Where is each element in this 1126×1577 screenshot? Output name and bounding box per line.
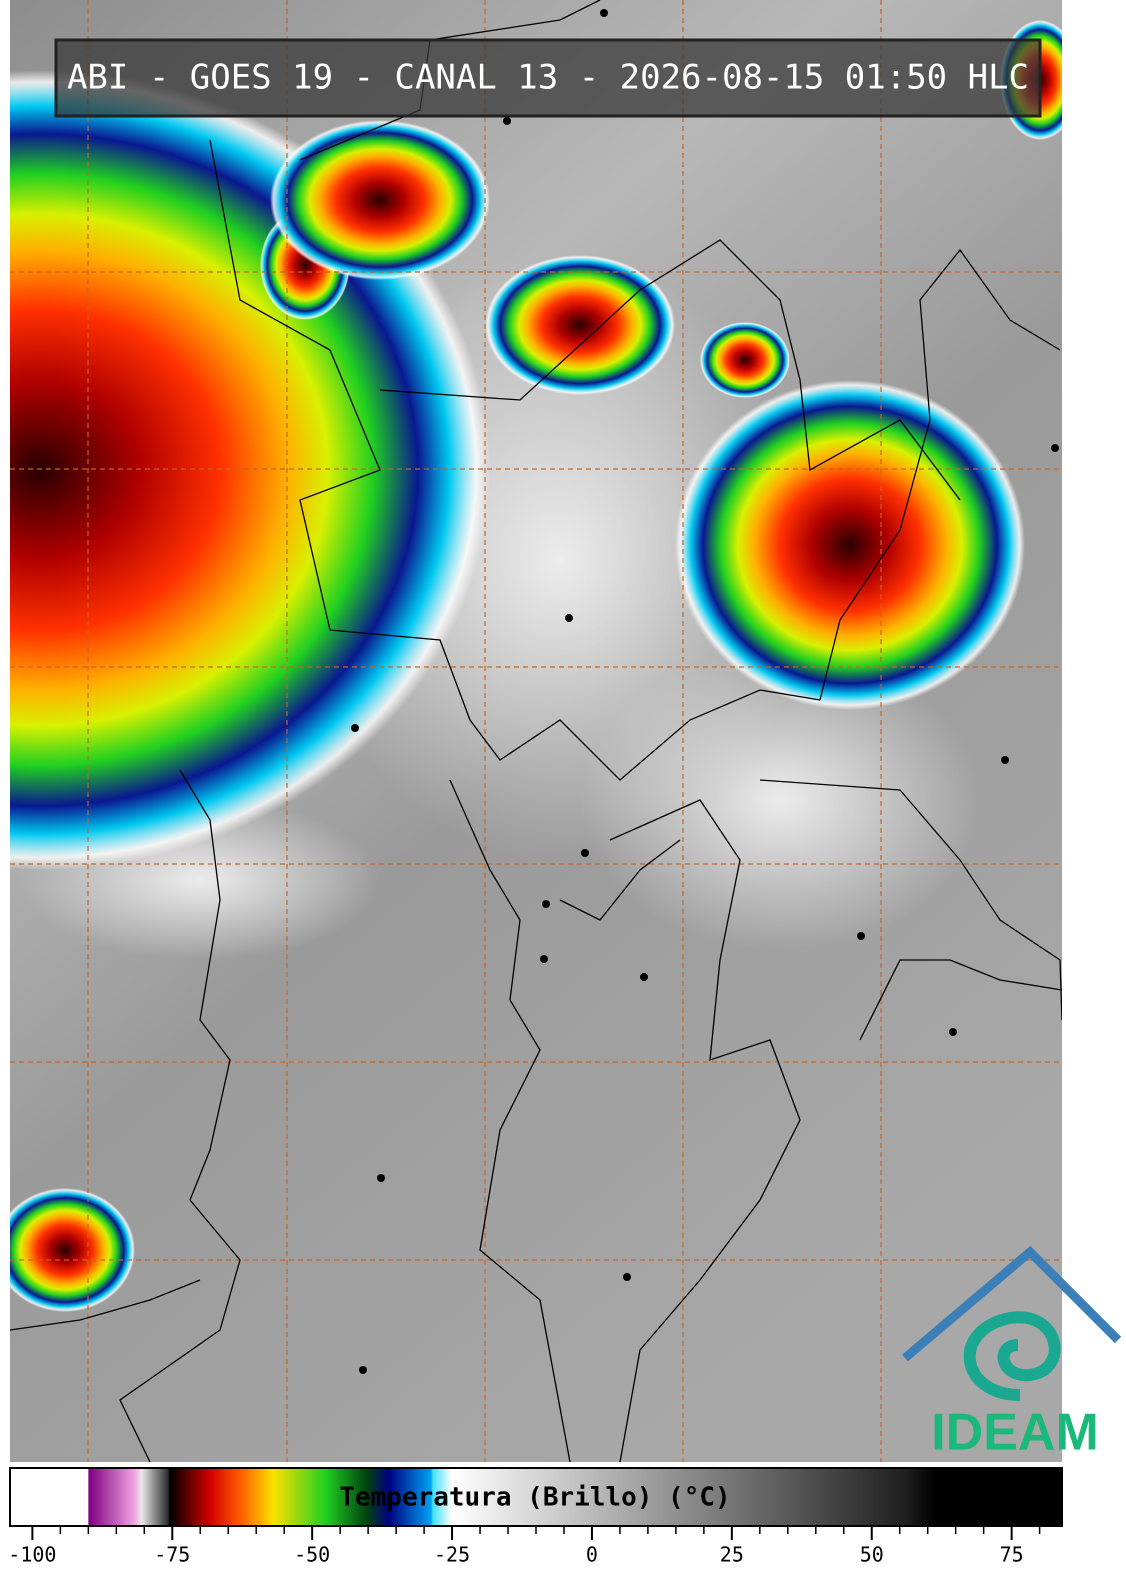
cloud-top	[10, 1188, 135, 1312]
title-box	[54, 38, 1042, 118]
city-marker	[600, 9, 608, 17]
boundary	[449, 779, 571, 1462]
colorbar-tick-label: 75	[1000, 1543, 1024, 1567]
city-marker	[351, 724, 359, 732]
city-marker	[623, 1273, 631, 1281]
colorbar-label: Temperatura (Brillo) (°C)	[339, 1483, 730, 1513]
colorbar-tick-label: 25	[720, 1543, 744, 1567]
cloud-top	[700, 322, 790, 398]
boundary	[10, 1279, 201, 1331]
city-marker	[640, 973, 648, 981]
city-marker	[949, 1028, 957, 1036]
colorbar-gradient	[9, 1467, 1063, 1527]
boundary	[379, 239, 961, 501]
city-marker	[1001, 756, 1009, 764]
city-marker	[542, 900, 550, 908]
colorbar-tick-label: -50	[294, 1543, 330, 1567]
cloud-top	[270, 120, 490, 280]
boundary	[859, 959, 1062, 1041]
city-marker	[1051, 444, 1059, 452]
city-marker	[857, 932, 865, 940]
city-marker	[377, 1174, 385, 1182]
city-marker	[359, 1366, 367, 1374]
cloud-haze	[580, 650, 980, 950]
city-marker	[581, 849, 589, 857]
logo: IDEAM	[902, 1245, 1122, 1462]
colorbar-tick-label: -75	[154, 1543, 190, 1567]
boundary	[559, 839, 681, 921]
colorbar-tick-label: 0	[586, 1543, 598, 1567]
logo-roof	[902, 1245, 1122, 1362]
boundary	[819, 248, 1061, 701]
city-marker	[503, 117, 511, 125]
logo-swirl	[963, 1311, 1061, 1401]
cloud-top	[485, 255, 675, 395]
colorbar-tick-label: -25	[434, 1543, 470, 1567]
colorbar: Temperatura (Brillo) (°C) -100 -75 -50 -25 0…	[8, 1467, 1063, 1567]
colorbar-tick-label: 50	[860, 1543, 884, 1567]
image-title: ABI - GOES 19 - CANAL 13 - 2026-08-15 01…	[67, 58, 1029, 98]
boundary	[759, 779, 1062, 1021]
logo-text: IDEAM	[931, 1404, 1099, 1462]
city-marker	[565, 614, 573, 622]
boundary	[209, 139, 821, 781]
cloud-top	[675, 380, 1025, 710]
boundary	[609, 799, 801, 1462]
colorbar-tick-label: -100	[8, 1543, 56, 1567]
boundary	[119, 769, 241, 1462]
satellite-image	[10, 0, 1062, 1462]
city-marker	[540, 955, 548, 963]
